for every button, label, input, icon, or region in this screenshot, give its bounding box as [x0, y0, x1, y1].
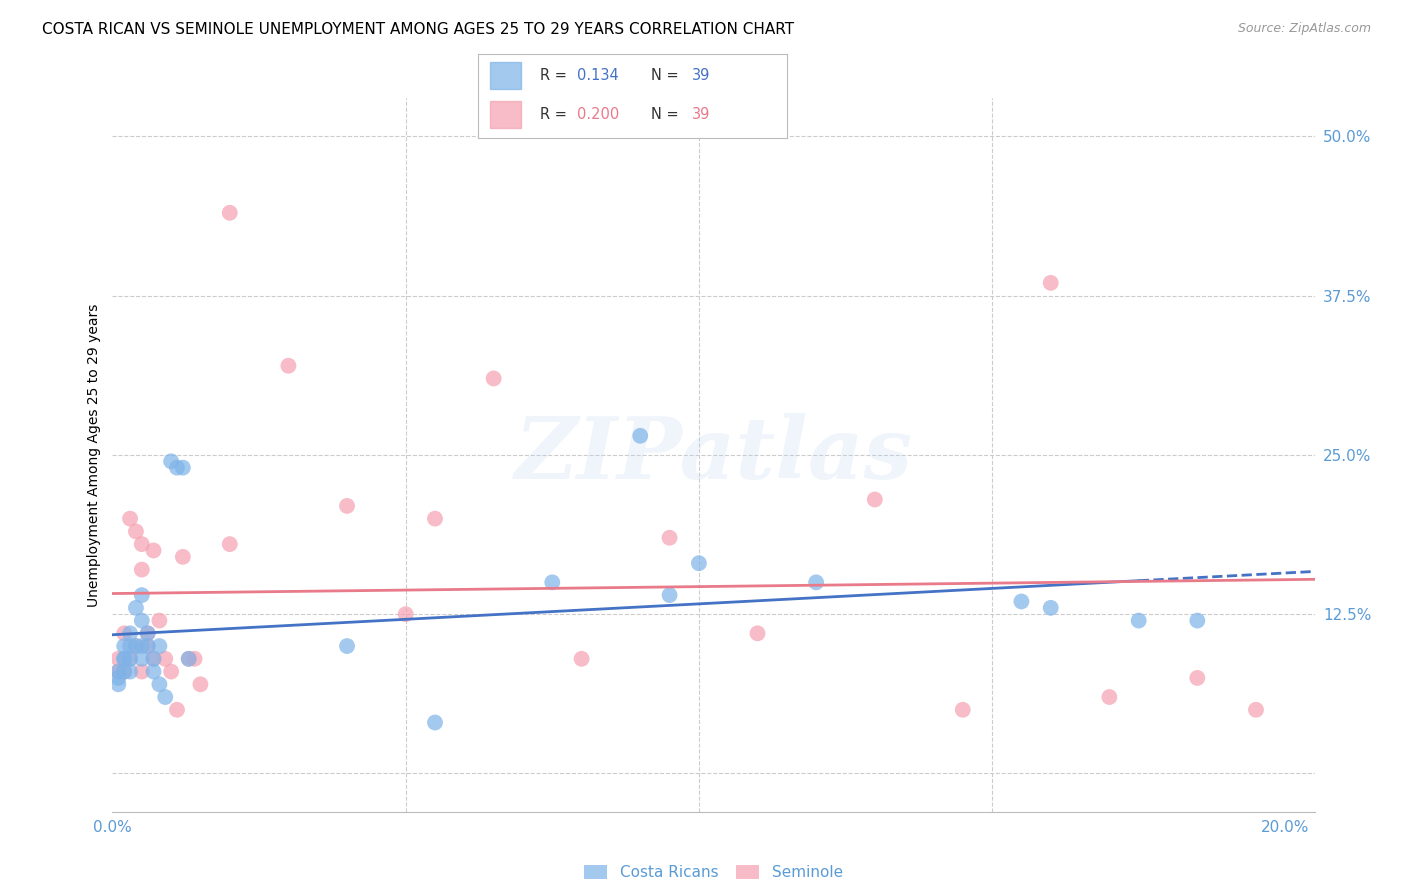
Point [395, 607, 418, 622]
Point [571, 652, 593, 666]
Point [190, 677, 212, 691]
Point [125, 639, 148, 653]
Text: 39: 39 [692, 107, 710, 122]
Text: R =: R = [540, 68, 571, 83]
Point [120, 652, 142, 666]
Point [1010, 594, 1032, 608]
FancyBboxPatch shape [491, 101, 522, 128]
Point [628, 429, 651, 443]
Point [172, 460, 194, 475]
Point [131, 588, 153, 602]
Point [107, 677, 129, 691]
Text: COSTA RICAN VS SEMINOLE UNEMPLOYMENT AMONG AGES 25 TO 29 YEARS CORRELATION CHART: COSTA RICAN VS SEMINOLE UNEMPLOYMENT AMO… [42, 22, 794, 37]
Point [177, 652, 200, 666]
Point [142, 652, 165, 666]
Point [120, 652, 142, 666]
Point [277, 359, 299, 373]
Point [107, 665, 129, 679]
Point [1187, 671, 1209, 685]
Point [863, 492, 886, 507]
Text: N =: N = [651, 68, 683, 83]
Point [148, 639, 170, 653]
Point [804, 575, 827, 590]
Text: 0.200: 0.200 [576, 107, 619, 122]
Point [747, 626, 769, 640]
Point [423, 715, 446, 730]
Text: 39: 39 [692, 68, 710, 83]
FancyBboxPatch shape [491, 62, 522, 89]
Point [482, 371, 505, 385]
Point [177, 652, 200, 666]
Text: N =: N = [651, 107, 683, 122]
Point [688, 556, 710, 570]
Text: ZIPatlas: ZIPatlas [515, 413, 912, 497]
Point [120, 511, 142, 525]
Point [120, 665, 142, 679]
Point [125, 639, 148, 653]
Point [183, 652, 205, 666]
Point [423, 511, 446, 525]
Point [107, 652, 129, 666]
Point [142, 543, 165, 558]
Point [148, 677, 170, 691]
Point [218, 537, 240, 551]
Point [166, 460, 188, 475]
Point [131, 563, 153, 577]
Point [142, 652, 165, 666]
Point [658, 588, 681, 602]
Point [131, 537, 153, 551]
Legend: Costa Ricans, Seminole: Costa Ricans, Seminole [578, 859, 849, 886]
Point [952, 703, 974, 717]
Point [112, 652, 135, 666]
Point [172, 549, 194, 564]
Point [112, 639, 135, 653]
Point [120, 639, 142, 653]
Point [1098, 690, 1121, 704]
Text: 0.134: 0.134 [576, 68, 619, 83]
Point [125, 600, 148, 615]
Point [1039, 600, 1062, 615]
Point [155, 652, 177, 666]
Point [336, 499, 359, 513]
Point [1187, 614, 1209, 628]
Point [136, 639, 159, 653]
Point [658, 531, 681, 545]
Point [107, 671, 129, 685]
Point [1039, 276, 1062, 290]
Point [112, 626, 135, 640]
Point [131, 652, 153, 666]
Point [107, 665, 129, 679]
Point [160, 454, 183, 468]
Point [160, 665, 183, 679]
Point [155, 690, 177, 704]
Point [112, 652, 135, 666]
Point [120, 626, 142, 640]
Point [136, 639, 159, 653]
Text: Source: ZipAtlas.com: Source: ZipAtlas.com [1237, 22, 1371, 36]
Point [148, 614, 170, 628]
Point [541, 575, 564, 590]
Point [336, 639, 359, 653]
Point [166, 703, 188, 717]
Point [131, 639, 153, 653]
Point [136, 626, 159, 640]
Text: R =: R = [540, 107, 571, 122]
Point [131, 665, 153, 679]
Point [142, 665, 165, 679]
Point [125, 524, 148, 539]
Point [136, 626, 159, 640]
Point [112, 665, 135, 679]
Y-axis label: Unemployment Among Ages 25 to 29 years: Unemployment Among Ages 25 to 29 years [87, 303, 101, 607]
Point [218, 206, 240, 220]
Point [112, 665, 135, 679]
Point [1244, 703, 1267, 717]
Point [131, 614, 153, 628]
Point [1128, 614, 1150, 628]
